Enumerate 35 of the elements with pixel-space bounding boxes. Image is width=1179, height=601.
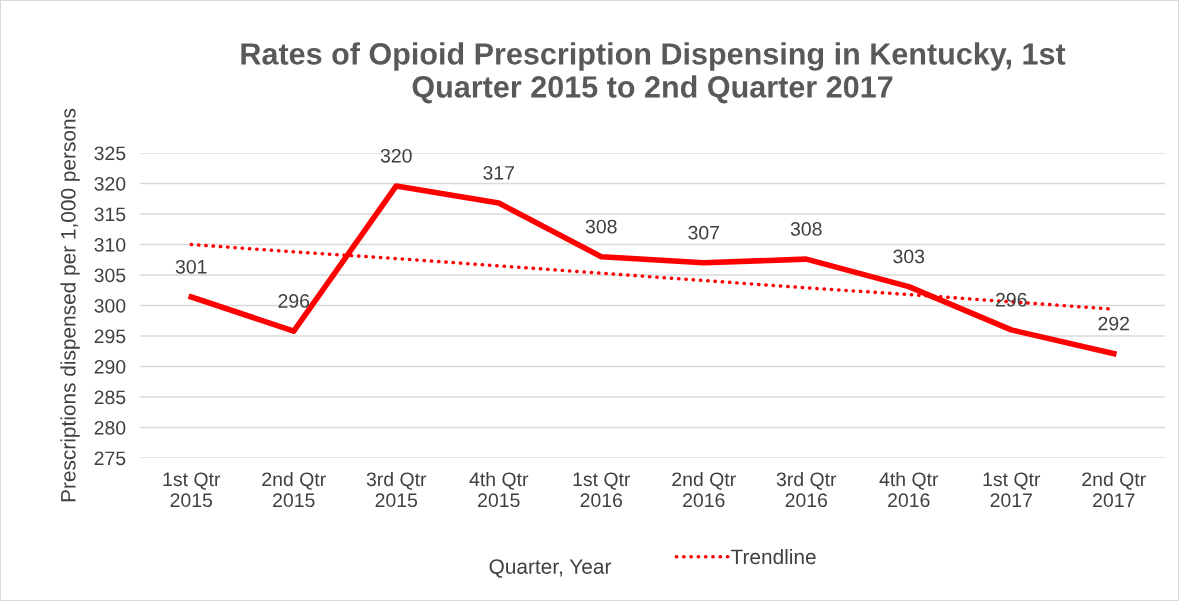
y-tick-label: 315 [94,207,126,222]
data-label: 317 [483,165,514,180]
y-tick-label: 295 [94,329,126,344]
y-tick-label: 305 [94,268,126,283]
x-tick-label: 4th Qtr 2016 [879,471,939,508]
x-tick-label: 1st Qtr 2016 [573,472,631,508]
y-tick-label: 310 [94,237,126,252]
x-tick-label: 4th Qtr 2015 [469,471,529,508]
legend-label: Trendline [731,548,816,565]
y-tick-label: 320 [94,176,126,191]
y-tick-label: 300 [94,298,126,313]
x-tick-label: 2nd Qtr 2015 [262,471,326,508]
y-tick-label: 325 [94,146,126,161]
y-axis-title: Prescriptions dispensed per 1,000 persons [60,108,80,502]
data-label: 308 [585,219,617,234]
chart-title: Rates of Opioid Prescription Dispensing in Kentucky, 1st Quarter 2015 to 2nd Quarter 2017 [241,42,1066,104]
data-label: 292 [1098,316,1129,331]
y-tick-label: 290 [94,359,126,374]
data-label: 301 [175,259,207,274]
x-tick-label: 2nd Qtr 2016 [672,471,736,508]
x-tick-label: 2nd Qtr 2017 [1082,471,1146,508]
x-tick-label: 3rd Qtr 2016 [776,471,837,508]
y-tick-label: 275 [94,451,126,466]
data-label: 308 [790,222,822,236]
data-label: 303 [893,249,925,264]
data-label: 307 [688,225,719,240]
x-tick-label: 1st Qtr 2015 [163,472,221,508]
data-label: 320 [380,148,412,163]
x-axis-title: Quarter, Year [489,559,612,578]
y-tick-label: 280 [94,420,126,435]
x-tick-label: 1st Qtr 2017 [983,472,1041,508]
x-tick-label: 3rd Qtr 2015 [366,471,427,508]
y-tick-label: 285 [94,390,126,405]
data-label: 296 [278,294,310,308]
data-label: 296 [996,292,1027,307]
